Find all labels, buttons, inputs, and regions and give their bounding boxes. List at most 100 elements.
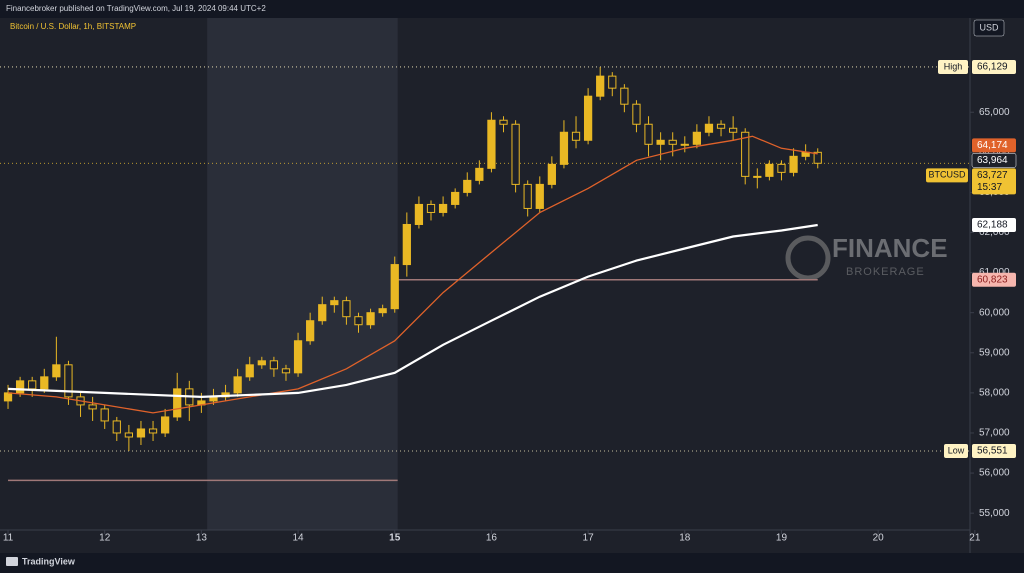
candle-body [426,203,436,213]
x-tick-label: 11 [3,533,14,544]
candle-body [487,119,496,169]
price-badge-name: High [944,61,963,71]
price-badge [972,272,1016,287]
candle-body [704,123,714,133]
candle-body [644,123,653,145]
moving-average [7,135,818,414]
candle-body [813,151,822,164]
candle-body [342,300,351,318]
plot-area: FINANCE BROKERAGE [0,18,970,530]
candle-body [330,300,339,306]
x-tick-label: 14 [293,533,305,544]
candle-body [354,316,363,326]
watermark-title: FINANCE [832,233,948,263]
candle-body [366,312,375,326]
price-badge [972,59,1016,74]
symbol-title: Bitcoin / U.S. Dollar, 1h, BITSTAMP [10,22,136,31]
price-badge-label: 63,964 [977,155,1008,166]
candle-body [112,420,121,434]
candle-body [729,127,738,133]
candle-body [692,131,702,145]
y-tick-label: 60,000 [979,307,1010,318]
x-tick-label: 16 [486,533,498,544]
candle-body [596,75,605,97]
watermark-icon [785,235,831,281]
currency-box [973,19,1005,37]
price-badge-name-box [926,168,968,183]
candle-body [64,364,73,398]
price-countdown: 15:37 [977,182,1002,193]
price-badge-label: 63,727 [977,170,1008,181]
candle-body [269,360,279,370]
x-tick-label: 17 [583,533,595,544]
candle-body [233,376,242,394]
candle-body [257,360,266,366]
candle-body [402,223,411,266]
y-tick-label: 57,000 [979,428,1010,439]
y-tick-label: 59,000 [979,347,1010,358]
x-tick-label: 12 [99,533,111,544]
candle-body [378,308,387,314]
brand: TradingView [22,556,76,566]
x-tick-label: 20 [873,533,885,544]
candle-body [463,179,472,193]
candle-body [680,143,689,146]
y-tick-label: 62,000 [979,227,1010,238]
candle-body [608,75,617,89]
y-tick-label: 55,000 [979,508,1010,519]
candle-body [28,380,37,390]
price-badge [972,138,1016,153]
candle-body [173,388,182,418]
candle-body [511,123,520,185]
price-badge-label: 66,129 [977,62,1008,73]
price-badge-name-box [944,443,968,458]
price-badge-name-box [938,59,968,74]
x-tick-label: 18 [679,533,691,544]
price-badge-name: BTCUSD [928,170,966,180]
candle-body [753,175,762,178]
y-tick-label: 56,000 [979,468,1010,479]
candle-body [559,131,569,165]
candle-body [620,87,629,105]
price-badge-label: 62,188 [977,220,1008,231]
y-tick-label: 58,000 [979,388,1010,399]
candle-body [136,428,146,438]
y-tick-label: 65,000 [979,107,1010,118]
currency: USD [979,22,999,32]
price-badge-label: 64,174 [977,140,1008,151]
candle-body [777,163,786,173]
candle-body [656,139,665,145]
candle-body [148,428,158,434]
price-badge [972,443,1016,458]
candle-body [281,368,291,374]
price-badge [972,217,1016,232]
price-badge-name: Low [948,445,965,455]
candle-body [161,416,170,434]
price-badge [972,168,1016,195]
candle-body [15,380,25,394]
x-tick-label: 13 [196,533,208,544]
x-tick-label: 15 [389,533,401,544]
candle-body [547,163,556,185]
x-tick-label: 21 [969,533,981,544]
candle-body [475,167,484,181]
header-bar [0,0,1024,18]
candle-body [523,183,532,209]
candle-body [571,131,581,141]
price-badge [971,153,1017,168]
candle-body [52,364,61,378]
price-badge-label: 56,551 [977,446,1008,457]
footer-bar [0,553,1024,573]
candle-body [100,408,109,422]
candle-body [535,183,544,209]
candle-body [438,203,448,213]
price-badge-label: 60,823 [977,274,1008,285]
y-tick-label: 64,000 [979,147,1010,158]
candle-body [245,364,254,378]
highlight-region [207,18,398,530]
watermark-subtitle: BROKERAGE [846,266,925,278]
candle-body [716,123,726,129]
candle-body [414,203,424,225]
